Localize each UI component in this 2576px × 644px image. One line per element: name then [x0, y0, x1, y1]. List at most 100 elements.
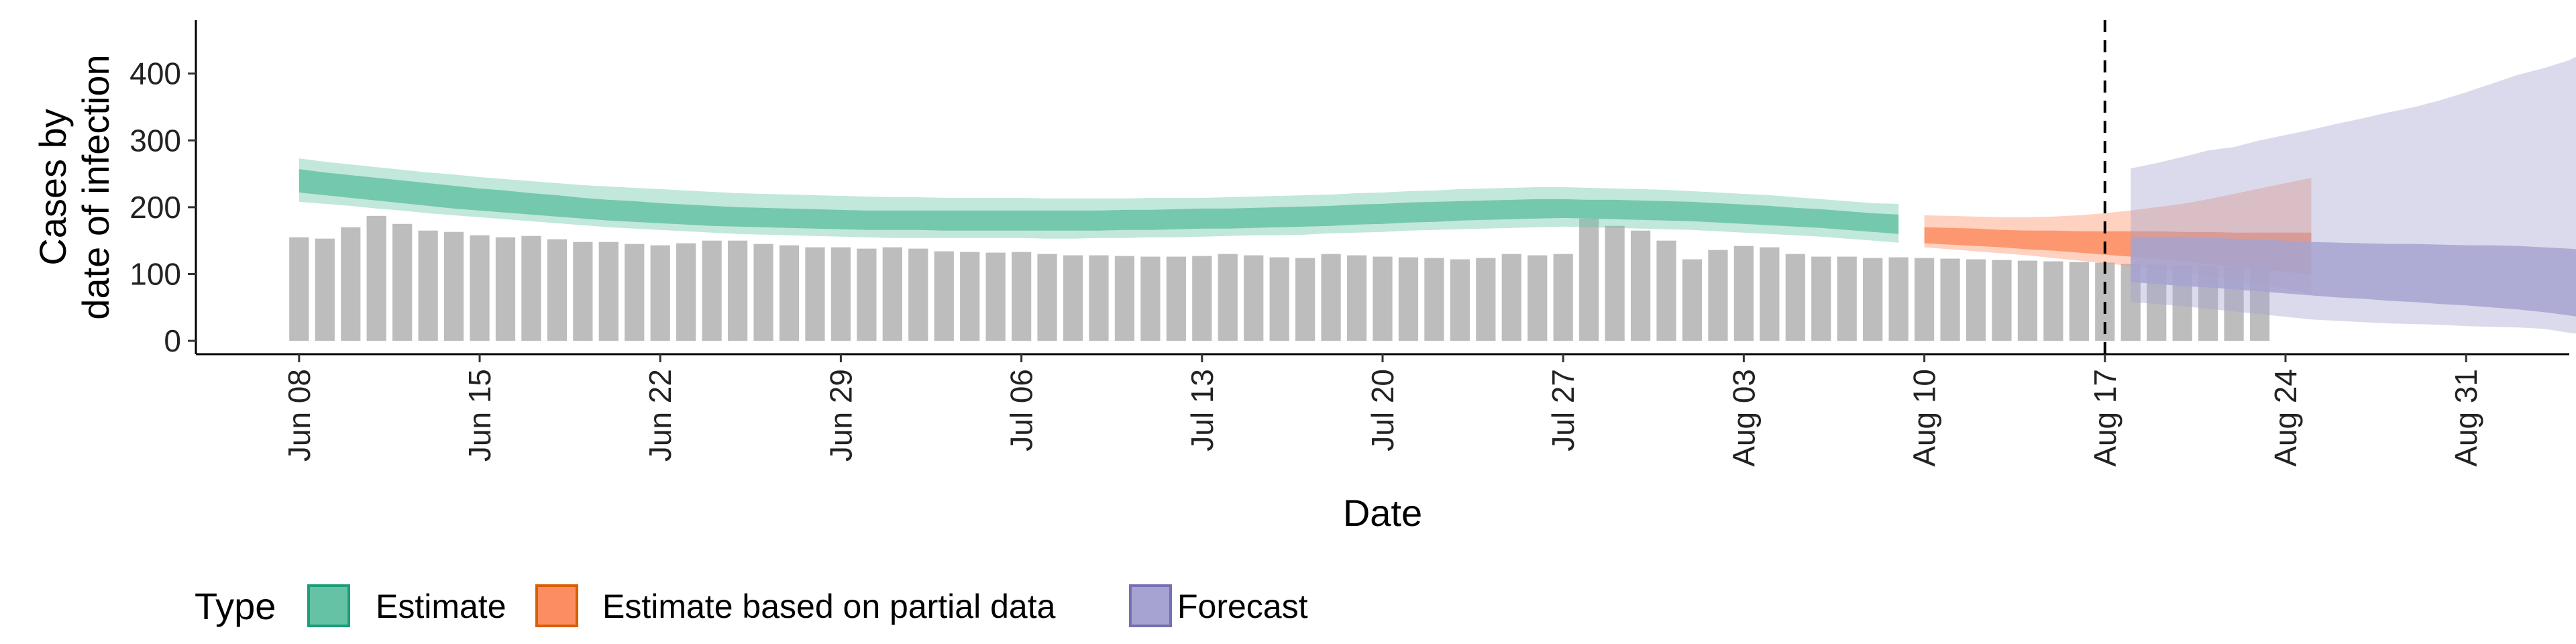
legend-title: Type	[195, 585, 276, 627]
x-tick-label: Jul 20	[1365, 369, 1400, 451]
case-bar	[830, 247, 851, 341]
case-bar	[1527, 255, 1548, 341]
case-bar	[1501, 254, 1521, 341]
forecast-inner-ribbon	[2131, 236, 2576, 317]
case-bar	[1553, 254, 1573, 341]
case-bar	[727, 240, 748, 341]
case-bar	[857, 248, 877, 341]
case-bar	[2069, 262, 2089, 341]
case-bar	[676, 243, 696, 341]
y-tick-label: 400	[129, 56, 181, 91]
x-tick-label: Jul 06	[1004, 369, 1039, 451]
case-bar	[1992, 260, 2012, 341]
case-bar	[1914, 258, 1935, 341]
case-bar	[1682, 259, 1703, 341]
case-bar	[2043, 261, 2063, 341]
case-bar	[1398, 257, 1419, 341]
case-bar	[1656, 240, 1676, 341]
case-bar	[495, 237, 516, 341]
case-bar	[1373, 256, 1393, 341]
case-bar	[1140, 256, 1161, 341]
case-bar	[1037, 254, 1057, 341]
case-bar	[934, 251, 954, 341]
y-tick-label: 0	[164, 323, 181, 358]
x-tick-label: Aug 10	[1907, 369, 1942, 467]
case-bar	[470, 235, 490, 341]
x-axis-title: Date	[1343, 492, 1422, 534]
legend: Type Estimate Estimate based on partial da…	[195, 584, 1308, 627]
case-bar	[985, 252, 1006, 341]
case-bars	[289, 215, 2270, 341]
case-bar	[1605, 225, 1625, 341]
case-bar	[1218, 254, 1238, 341]
x-tick-label: Aug 03	[1726, 369, 1761, 467]
case-bar	[443, 231, 464, 341]
y-axis-title: Cases bydate of infection	[32, 54, 117, 319]
case-bar	[1785, 254, 1805, 341]
case-bar	[1089, 255, 1109, 341]
x-tick-label: Jun 15	[462, 369, 497, 462]
x-tick-label: Jun 29	[823, 369, 858, 462]
case-bar	[1166, 256, 1186, 341]
case-bar	[1063, 255, 1083, 341]
case-bar	[805, 247, 825, 341]
case-bar	[521, 235, 541, 341]
case-bar	[341, 227, 361, 341]
case-bar	[1321, 254, 1341, 341]
axes: 0 100 200 300 400 Jun 08 Jun 15 Jun 22 Jun 29 Jul…	[32, 20, 2569, 534]
case-bar	[392, 223, 413, 341]
case-bar	[1760, 247, 1780, 341]
case-bar	[1940, 258, 1960, 341]
case-bar	[366, 215, 386, 341]
legend-label: Estimate	[376, 588, 506, 625]
case-bar	[1476, 258, 1496, 341]
case-bar	[960, 252, 980, 341]
case-bar	[315, 238, 335, 341]
legend-key	[307, 584, 350, 627]
case-bar	[1837, 256, 1857, 341]
ribbons	[299, 56, 2576, 334]
case-bar	[702, 240, 722, 341]
case-bar	[1114, 256, 1135, 341]
estimate-inner-ribbon	[299, 169, 1899, 234]
case-bar	[1424, 258, 1444, 341]
legend-key	[1129, 584, 1172, 627]
y-axis-title-line: date of infection	[74, 54, 117, 319]
x-tick-label: Aug 31	[2449, 369, 2483, 467]
case-bar	[1346, 255, 1367, 341]
case-bar	[1012, 252, 1032, 341]
case-bar	[1733, 246, 1754, 341]
case-bar	[2017, 260, 2038, 341]
case-bar	[418, 230, 438, 341]
case-bar	[289, 237, 309, 341]
y-tick-label: 100	[129, 256, 181, 291]
legend-label: Forecast	[1177, 588, 1308, 625]
case-bar	[1863, 258, 1883, 341]
case-bar	[779, 245, 800, 341]
case-bar	[1450, 259, 1470, 341]
case-bar	[573, 241, 593, 341]
case-bar	[882, 247, 902, 341]
case-bar	[1192, 256, 1212, 341]
case-bar	[1244, 255, 1264, 341]
case-bar	[908, 248, 928, 341]
x-tick-label: Jul 13	[1185, 369, 1220, 451]
legend-label: Estimate based on partial data	[602, 588, 1056, 625]
y-tick-label: 300	[129, 123, 181, 158]
x-tick-label: Jun 22	[643, 369, 678, 462]
x-tick-label: Jul 27	[1546, 369, 1580, 451]
case-bar	[625, 244, 645, 341]
x-tick-label: Aug 17	[2088, 369, 2123, 467]
case-bar	[1708, 250, 1728, 341]
case-bar	[547, 239, 568, 341]
case-bar	[598, 241, 619, 341]
case-bar	[1888, 257, 1909, 341]
case-bar	[1966, 259, 1986, 341]
case-bar	[1811, 256, 1831, 341]
x-tick-label: Aug 24	[2268, 369, 2303, 467]
y-axis-title-line: Cases by	[32, 109, 74, 265]
case-bar	[1295, 258, 1316, 341]
x-tick-label: Jun 08	[282, 369, 317, 462]
case-bar	[650, 245, 670, 341]
